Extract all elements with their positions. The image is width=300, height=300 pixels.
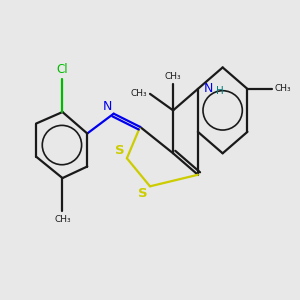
Text: S: S: [115, 144, 124, 157]
Text: S: S: [138, 187, 147, 200]
Text: CH₃: CH₃: [165, 72, 182, 81]
Text: CH₃: CH₃: [54, 215, 71, 224]
Text: CH₃: CH₃: [275, 84, 292, 93]
Text: N: N: [103, 100, 112, 113]
Text: N: N: [204, 82, 213, 95]
Text: Cl: Cl: [57, 63, 68, 76]
Text: CH₃: CH₃: [131, 89, 147, 98]
Text: H: H: [216, 85, 224, 96]
